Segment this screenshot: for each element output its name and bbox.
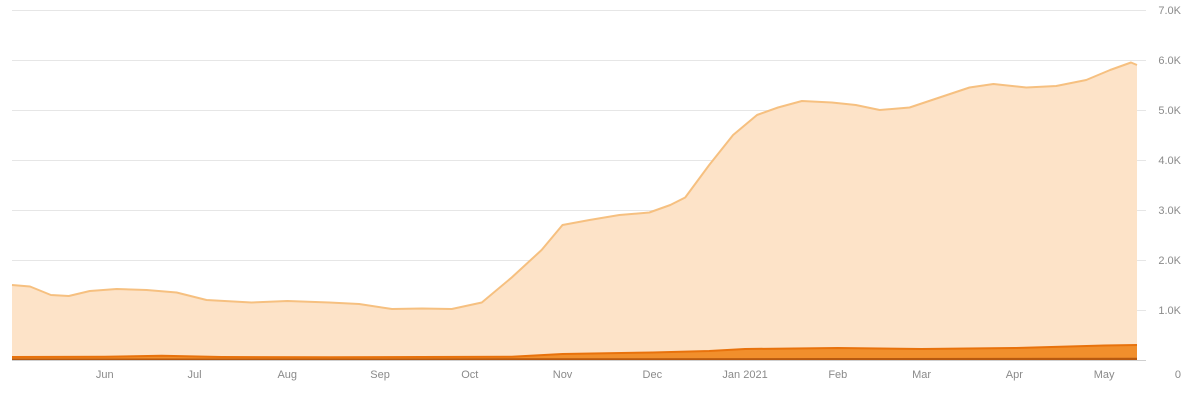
x-tick-label: Dec (643, 369, 663, 381)
series-1-line (11, 61, 1138, 310)
series-areas (11, 61, 1138, 361)
gridlines (12, 10, 1146, 361)
x-tick-label: Sep (370, 369, 390, 381)
x-tick-label: Nov (553, 369, 573, 381)
y-tick-label: 7.0K (1158, 5, 1181, 17)
x-tick-label: Jan 2021 (722, 369, 767, 381)
x-tick-label: Feb (828, 369, 847, 381)
series-3-line (12, 357, 1138, 361)
series-2-line (11, 344, 1138, 359)
x-tick-label: May (1094, 369, 1115, 381)
x-tick-label: Aug (277, 369, 297, 381)
y-tick-label: 2.0K (1158, 255, 1181, 267)
series-2 (11, 344, 1138, 360)
y-tick-label: 5.0K (1158, 105, 1181, 117)
x-tick-label: Apr (1006, 369, 1023, 381)
x-tick-label: Jul (187, 369, 201, 381)
x-axis-end-label: 0 (1175, 369, 1181, 381)
y-tick-label: 6.0K (1158, 55, 1181, 67)
x-tick-label: Jun (96, 369, 114, 381)
y-tick-label: 4.0K (1158, 155, 1181, 167)
y-tick-label: 1.0K (1158, 305, 1181, 317)
series-1-area (12, 62, 1137, 360)
x-tick-label: Oct (461, 369, 478, 381)
x-axis-ticks: Jun Jul Aug Sep Oct Nov Dec Jan 2021 Feb Mar Apr Ma… (96, 369, 1181, 381)
series-1 (11, 61, 1138, 360)
y-tick-label: 3.0K (1158, 205, 1181, 217)
y-axis-ticks: 1.0K 2.0K 3.0K 4.0K 5.0K 6.0K 7.0K (1158, 5, 1181, 317)
series-3 (12, 357, 1138, 361)
x-tick-label: Mar (912, 369, 931, 381)
